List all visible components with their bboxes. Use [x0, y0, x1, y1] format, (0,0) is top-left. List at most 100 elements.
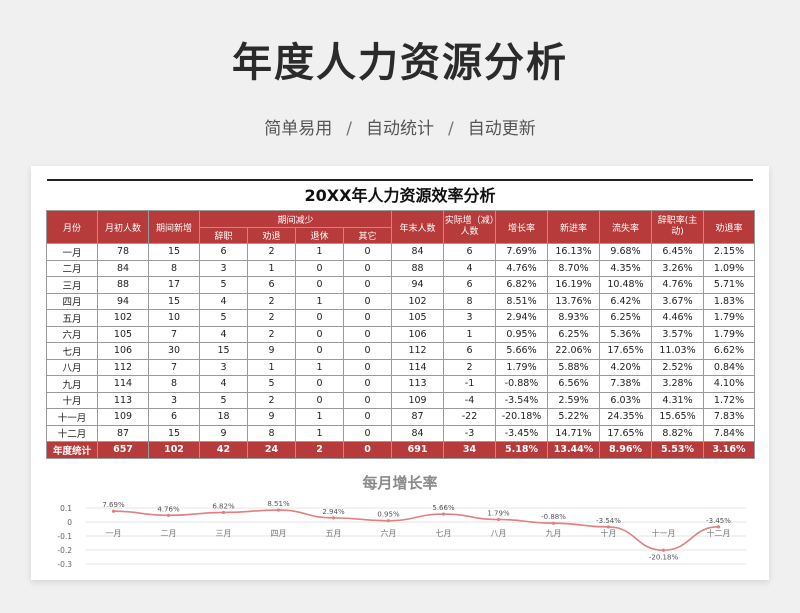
table-cell: 2.15% — [703, 243, 756, 261]
x-tick-label: 十二月 — [707, 528, 731, 538]
total-cell: 5.53% — [651, 441, 705, 459]
table-cell: 0 — [342, 342, 393, 360]
table-cell: 1 — [295, 358, 344, 376]
table-cell: 11.03% — [651, 342, 705, 360]
table-cell: 1.79% — [703, 309, 756, 327]
table-cell: 7 — [148, 358, 200, 376]
table-cell: 17 — [148, 276, 200, 294]
y-tick-label: -0.1 — [57, 532, 72, 541]
table-cell: -3 — [443, 424, 497, 442]
table-cell: 0 — [342, 325, 393, 343]
table-cell: 0 — [342, 259, 393, 277]
data-point — [221, 510, 226, 515]
table-cell: 102 — [97, 309, 149, 327]
table-cell: 4.35% — [599, 259, 653, 277]
table-cell: 4 — [199, 325, 248, 343]
table-cell: 8.82% — [651, 424, 705, 442]
data-point — [606, 525, 611, 529]
table-cell: 4.76% — [651, 276, 705, 294]
table-cell: 0 — [295, 276, 344, 294]
table-cell: 4.31% — [651, 391, 705, 409]
subtitle: 简单易用 / 自动统计 / 自动更新 — [0, 114, 800, 139]
x-tick-label: 九月 — [546, 529, 562, 538]
table-cell: 16.19% — [547, 276, 601, 294]
y-tick-label: -0.3 — [57, 560, 72, 569]
table-cell: 5.88% — [547, 358, 601, 376]
data-label: 5.66% — [432, 504, 455, 512]
table-cell: 六月 — [46, 325, 98, 343]
table-cell: 10.48% — [599, 276, 653, 294]
data-point — [496, 517, 501, 522]
table-cell: 88 — [97, 276, 149, 294]
table-cell: 2.52% — [651, 358, 705, 376]
data-label: 4.76% — [157, 505, 180, 513]
table-cell: 1 — [247, 358, 296, 376]
table-cell: 5.36% — [599, 325, 653, 343]
series-line — [113, 509, 719, 552]
total-cell: 13.44% — [547, 441, 601, 459]
table-row: 三月 88 17 5 6 0 0 94 6 6.82% 16.19% 10.48% 4.76% 5.71% — [46, 276, 756, 294]
table-cell: 6 — [148, 408, 200, 426]
table-cell: 4.76% — [495, 259, 549, 277]
table-cell: 8 — [247, 424, 296, 442]
table-cell: 2 — [247, 391, 296, 409]
table-row: 八月 112 7 3 1 1 0 114 2 1.79% 5.88% 4.20% 2.52% 0.84% — [46, 358, 756, 376]
title-rule — [47, 179, 753, 181]
table-row: 六月 105 7 4 2 0 0 106 1 0.95% 6.25% 5.36% 3.57% 1.79% — [46, 325, 756, 343]
table-cell: 4 — [199, 292, 248, 310]
col-net: 实际增（减）人数 — [443, 210, 497, 244]
x-tick-label: 六月 — [381, 528, 397, 538]
table-cell: 1.09% — [703, 259, 756, 277]
table-cell: 113 — [97, 391, 149, 409]
table-cell: 14.71% — [547, 424, 601, 442]
table-cell: 七月 — [46, 342, 98, 360]
x-tick-label: 三月 — [216, 529, 232, 538]
x-tick-label: 十一月 — [652, 528, 676, 538]
table-cell: 112 — [391, 342, 445, 360]
table-cell: -20.18% — [495, 408, 549, 426]
table-cell: 4 — [199, 375, 248, 393]
table-cell: 8.51% — [495, 292, 549, 310]
tag-separator: / — [448, 119, 454, 139]
data-point — [111, 509, 116, 513]
table-row: 五月 102 10 5 2 0 0 105 3 2.94% 8.93% 6.25% 4.46% 1.79% — [46, 309, 756, 327]
table-cell: 6.25% — [547, 325, 601, 343]
table-cell: 5.66% — [495, 342, 549, 360]
data-label: 8.51% — [267, 500, 290, 508]
data-point — [716, 525, 721, 529]
y-tick-label: -0.2 — [57, 546, 72, 555]
table-row: 四月 94 15 4 2 1 0 102 8 8.51% 13.76% 6.42% 3.67% 1.83% — [46, 292, 756, 310]
table-cell: 1.83% — [703, 292, 756, 310]
col-growth: 增长率 — [495, 210, 549, 244]
table-cell: 1.79% — [495, 358, 549, 376]
x-tick-label: 五月 — [326, 529, 342, 538]
table-cell: 6.62% — [703, 342, 756, 360]
col-other: 其它 — [342, 227, 393, 244]
table-cell: 94 — [391, 276, 445, 294]
table-body: 一月 78 15 6 2 1 0 84 6 7.69% 16.13% 9.68% 6.45% 2.15% 二… — [46, 243, 756, 459]
table-cell: -4 — [443, 391, 497, 409]
table-cell: 0 — [342, 309, 393, 327]
table-cell: 0 — [342, 424, 393, 442]
table-cell: 十二月 — [46, 424, 98, 442]
data-label: -20.18% — [649, 553, 679, 561]
table-cell: 四月 — [46, 292, 98, 310]
table-cell: 7.83% — [703, 408, 756, 426]
table-cell: 105 — [97, 325, 149, 343]
table-cell: 二月 — [46, 259, 98, 277]
data-label: -0.88% — [541, 513, 566, 521]
table-cell: 0 — [342, 292, 393, 310]
table-cell: 84 — [97, 259, 149, 277]
table-cell: 15 — [148, 424, 200, 442]
data-label: 0.95% — [377, 511, 400, 519]
table-cell: 1 — [247, 259, 296, 277]
table-cell: 109 — [391, 391, 445, 409]
table-cell: 1.72% — [703, 391, 756, 409]
total-cell: 34 — [443, 441, 497, 459]
growth-chart: 每月增长率 0.1 0 -0.1 -0.2 -0.3 一月 二月 三月 四月 五月 六月 七月 八月 九月… — [46, 468, 754, 572]
efficiency-table: 月份 月初人数 期间新增 期间减少 年末人数 实际增（减）人数 增长率 新进率 … — [46, 210, 756, 459]
table-cell: 5.22% — [547, 408, 601, 426]
x-tick-label: 八月 — [491, 529, 507, 538]
table-cell: 5 — [199, 391, 248, 409]
total-cell: 3.16% — [703, 441, 756, 459]
